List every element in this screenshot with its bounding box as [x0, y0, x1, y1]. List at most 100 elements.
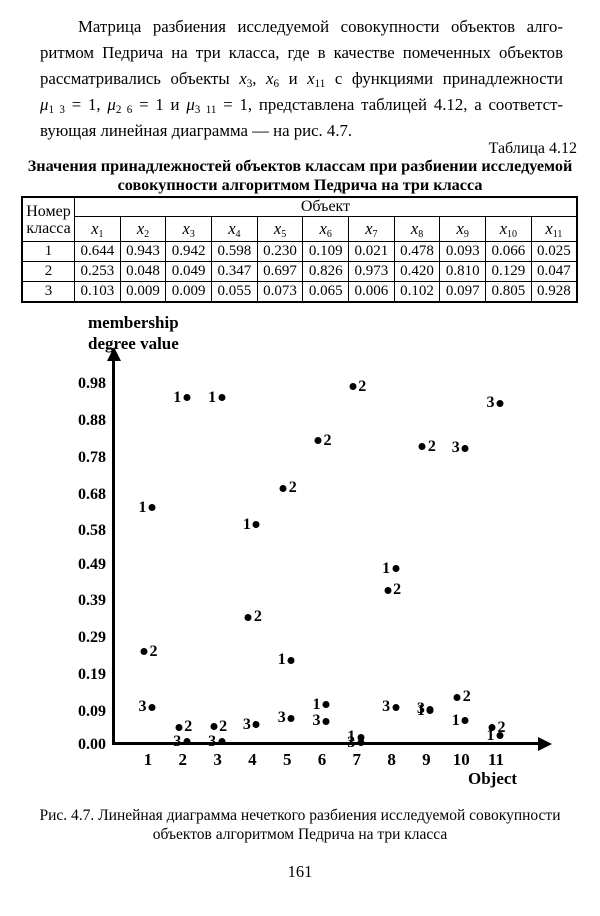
subscript: 8	[418, 228, 424, 240]
subscript: 7	[372, 228, 378, 240]
membership-value-cell: 0.478	[393, 241, 441, 262]
data-point: 3	[452, 439, 471, 457]
membership-value-cell: 0.049	[165, 261, 213, 282]
point-class-label: 1	[312, 695, 321, 713]
point-dot	[218, 394, 226, 402]
point-class-label: 3	[173, 732, 182, 750]
data-point: 2	[243, 608, 262, 626]
data-point: 1	[313, 696, 332, 714]
membership-value-cell: 0.009	[165, 281, 213, 303]
text-segment: x	[91, 219, 99, 238]
text-segment: μ	[186, 95, 195, 114]
point-class-label: 3	[347, 733, 356, 751]
subscript: 9	[463, 228, 469, 240]
membership-value-cell: 0.021	[348, 241, 395, 262]
subscript: 11	[314, 78, 326, 91]
text-segment: x	[273, 219, 282, 238]
membership-value-cell: 0.644	[74, 241, 121, 262]
text-segment: x	[182, 219, 190, 238]
text-segment: = 1,	[64, 95, 108, 114]
point-dot	[140, 648, 148, 656]
paragraph-line: ритмом Педрича на три класса, где в каче…	[40, 40, 563, 66]
data-point: 3	[417, 700, 436, 718]
membership-value-cell: 0.942	[165, 241, 213, 262]
point-dot	[252, 721, 260, 729]
intro-paragraph: Матрица разбиения исследуемой совокупнос…	[40, 14, 563, 144]
y-tick-label: 0.00	[78, 736, 106, 753]
paragraph-line: рассматривались объекты x3, x6 и x11 с ф…	[40, 66, 563, 92]
x-tick-label: 5	[282, 750, 292, 769]
membership-value-cell: 0.805	[485, 281, 532, 303]
table-title-line: Значения принадлежностей объектов класса…	[27, 157, 573, 175]
data-point: 3	[208, 733, 227, 751]
membership-value-cell: 0.055	[211, 281, 258, 303]
data-point: 2	[313, 432, 332, 450]
y-tick-label: 0.68	[78, 485, 106, 503]
membership-value-cell: 0.943	[119, 241, 167, 262]
point-dot	[218, 738, 226, 746]
x-axis-line	[112, 742, 540, 745]
membership-value-cell: 0.093	[439, 241, 487, 262]
data-point: 3	[382, 698, 401, 716]
point-class-label: 2	[462, 688, 471, 706]
data-point: 3	[347, 734, 366, 752]
point-class-label: 3	[277, 709, 286, 727]
object-column-header: x11	[530, 216, 578, 242]
point-dot	[252, 521, 260, 529]
membership-table: Номер класса Объект x1 x2 x3 x4 x5 x6 x7 x8 x9 x1…	[21, 196, 578, 303]
point-class-label: 1	[173, 388, 182, 406]
point-class-label: 2	[427, 437, 436, 455]
text-segment: x	[228, 219, 236, 238]
membership-value-cell: 0.420	[393, 261, 441, 282]
membership-value-cell: 0.048	[119, 261, 167, 282]
table-row: 2 0.253 0.048 0.049 0.347 0.697 0.826 0.973 0.42…	[21, 261, 578, 282]
membership-value-cell: 0.230	[256, 241, 304, 262]
point-dot	[148, 504, 156, 512]
x-tick-label: 9	[422, 750, 431, 769]
point-class-label: 3	[138, 698, 147, 716]
point-dot	[418, 443, 426, 451]
figure-caption: Рис. 4.7. Линейная диаграмма нечеткого р…	[0, 806, 600, 844]
membership-value-cell: 0.025	[530, 241, 578, 262]
data-point: 2	[139, 643, 158, 661]
x-tick-label: 10	[452, 750, 470, 769]
point-dot	[461, 444, 469, 452]
point-dot	[496, 399, 504, 407]
subscript: 11	[552, 228, 563, 240]
data-point: 2	[452, 688, 471, 706]
point-class-label: 3	[382, 698, 391, 716]
point-dot	[453, 693, 461, 701]
data-point: 1	[452, 712, 471, 730]
text-segment: и	[279, 69, 308, 88]
text-segment: x	[499, 219, 508, 238]
membership-value-cell: 0.810	[439, 261, 487, 282]
text-segment: x	[410, 219, 419, 238]
data-point: 3	[487, 394, 506, 412]
y-tick-label: 0.29	[78, 629, 106, 647]
x-tick-label: 1	[143, 750, 153, 769]
data-point: 3	[278, 709, 297, 727]
data-point: 3	[243, 716, 262, 734]
figure-caption-line: Рис. 4.7. Линейная диаграмма нечеткого р…	[39, 807, 561, 824]
point-dot	[322, 701, 330, 709]
y-tick-label: 0.19	[78, 666, 106, 683]
point-dot	[392, 703, 400, 711]
point-dot	[426, 705, 434, 713]
data-point: 1	[487, 727, 506, 745]
data-point: 1	[173, 389, 192, 407]
y-tick-label: 0.09	[78, 702, 106, 720]
point-dot	[244, 613, 252, 621]
x-tick-label: 7	[352, 750, 362, 769]
point-dot	[287, 714, 295, 722]
point-class-label: 2	[253, 608, 262, 626]
subscript: 6	[273, 78, 280, 91]
y-tick-label: 0.78	[78, 448, 106, 466]
paragraph-line: вующая линейная диаграмма — на рис. 4.7.	[40, 118, 563, 144]
point-dot	[175, 723, 183, 731]
data-point: 1	[278, 651, 297, 669]
text-segment: x	[319, 219, 327, 238]
point-class-label: 2	[184, 718, 193, 736]
x-tick-label: 6	[317, 750, 327, 769]
paragraph-line: μ1 3 = 1, μ2 6 = 1 и μ3 11 = 1, представ…	[40, 92, 563, 118]
